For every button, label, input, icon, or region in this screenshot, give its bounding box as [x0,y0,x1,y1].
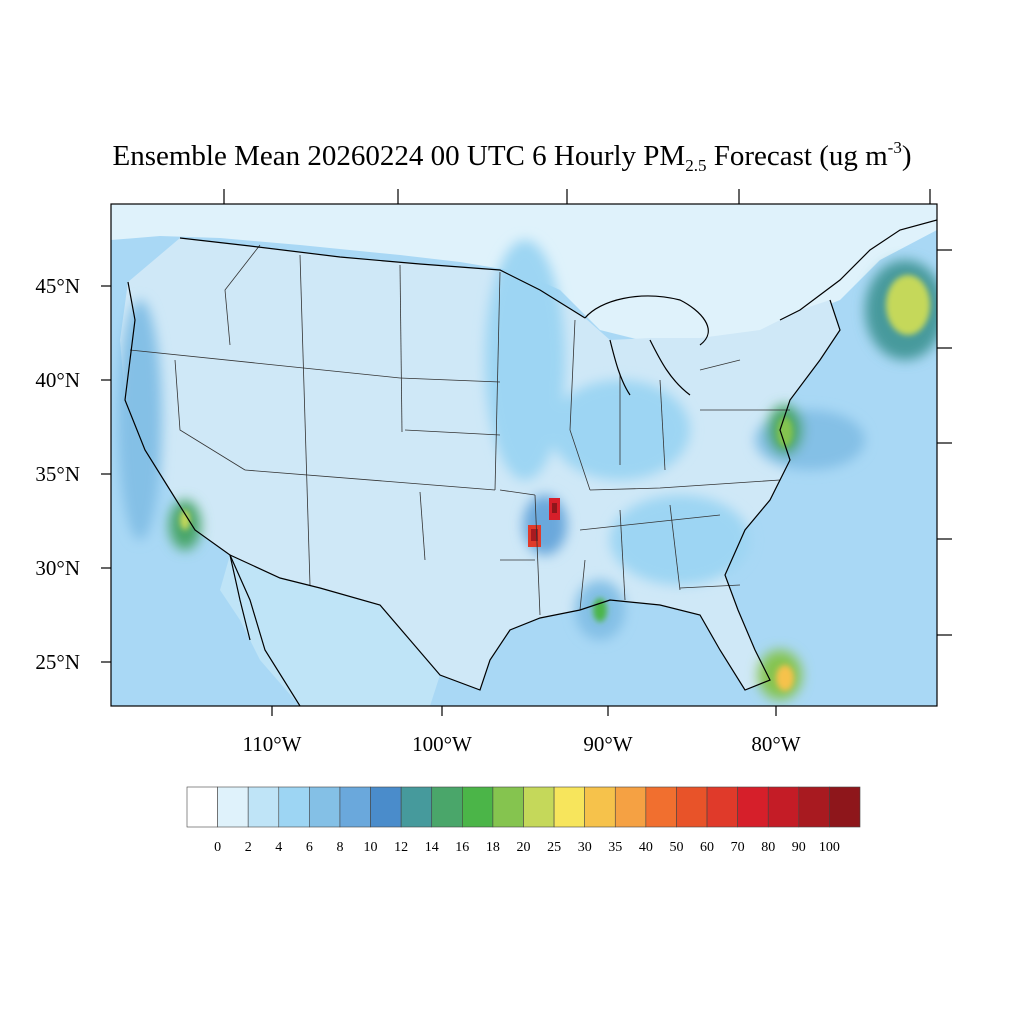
colorbar-tick-label: 60 [700,840,714,855]
colorbar-tick-label: 100 [818,840,840,855]
colorbar-swatch [370,786,402,828]
colorbar-swatch [523,786,555,828]
lat-label-30: 30°N [35,556,80,580]
colorbar-tick-label: 35 [608,840,623,855]
colorbar-swatch [278,786,310,828]
colorbar-swatch [645,786,677,828]
colorbar-swatch [431,786,463,828]
colorbar-swatch [492,786,524,828]
colorbar-tick-label: 10 [363,840,378,855]
colorbar-tick-label: 50 [669,840,684,855]
hotspot-ok-1-core [552,503,557,513]
southeast [610,495,750,585]
florida-core [776,665,794,691]
chesapeake-core [777,417,793,447]
canada-region [111,204,937,360]
colorbar-swatch [829,786,861,828]
colorbar-swatch [706,786,738,828]
lon-label-90w: 90°W [583,732,633,756]
pacific-coast-plume [118,300,162,540]
colorbar-tick-label: 8 [336,840,344,855]
colorbar-tick-label: 12 [394,840,409,855]
colorbar-swatch [798,786,830,828]
colorbar-swatch [309,786,341,828]
colorbar-tick-label: 14 [424,840,439,855]
lat-label-25: 25°N [35,650,80,674]
lat-label-45: 45°N [35,274,80,298]
colorbar-swatch [247,786,280,828]
map-title: Ensemble Mean 20260224 00 UTC 6 Hourly P… [112,138,912,175]
colorbar-swatch [737,786,769,828]
colorbar [186,786,861,828]
colorbar-swatch [462,786,494,828]
colorbar-tick-label: 70 [730,840,745,855]
colorbar-tick-label: 4 [275,840,283,855]
lon-label-80w: 80°W [751,732,801,756]
lat-label-40: 40°N [35,368,80,392]
colorbar-tick-label: 16 [455,840,470,855]
colorbar-tick-label: 25 [547,840,562,855]
map-frame [110,203,938,707]
colorbar-swatch [400,786,433,828]
lat-label-35: 35°N [35,462,80,486]
colorbar-swatch [584,786,616,828]
colorbar-tick-label: 90 [791,840,806,855]
map-field [111,204,937,706]
hotspot-ok-2-core [531,529,538,541]
colorbar-tick-label: 6 [305,840,313,855]
colorbar-tick-label: 20 [516,840,531,855]
colorbar-swatch [767,786,800,828]
california-core [180,510,190,530]
state-boundaries [129,244,790,616]
colorbar-swatch [339,786,371,828]
nova-scotia-core [886,275,930,335]
colorbar-tick-label: 18 [485,840,500,855]
lon-label-110w: 110°W [242,732,302,756]
colorbar-tick-label: 30 [577,840,592,855]
great-plains-plume [485,240,565,480]
colorbar-tick-label: 80 [761,840,776,855]
colorbar-tick-label: 40 [638,840,653,855]
mexico-land [220,555,440,706]
colorbar-swatch [186,786,218,828]
colorbar-swatch [553,786,585,828]
colorbar-tick-label: 2 [244,840,252,855]
colorbar-swatch [217,786,249,828]
axis-ticks [101,189,952,716]
coastlines [124,219,937,706]
colorbar-swatch [676,786,708,828]
lon-label-100w: 100°W [412,732,472,756]
colorbar-swatch [614,786,647,828]
colorbar-tick-label: 0 [214,840,222,855]
